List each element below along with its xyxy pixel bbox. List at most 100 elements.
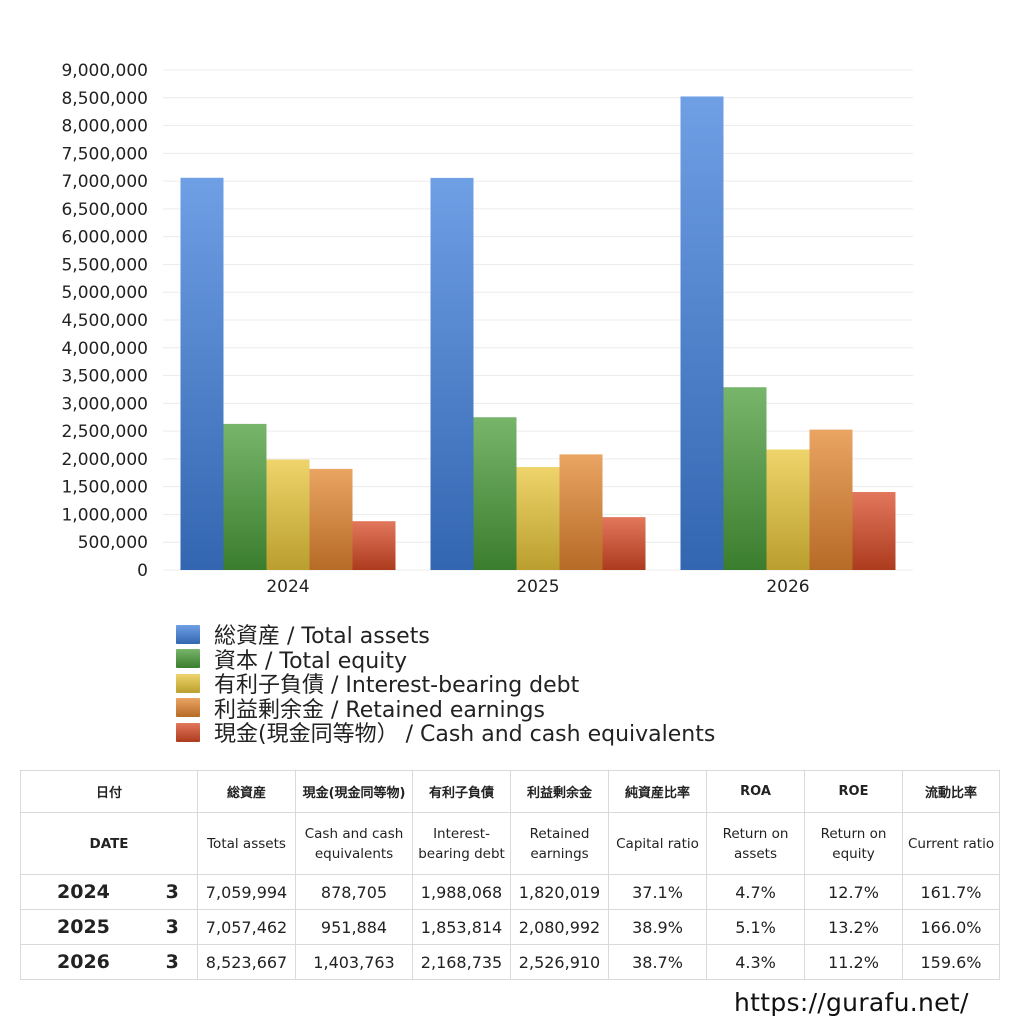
row-month: 3 (147, 874, 199, 910)
bar-2-3 (809, 429, 853, 570)
legend-label: 資本 / Total equity (214, 648, 407, 674)
y-tick-label: 8,500,000 (61, 89, 148, 109)
bar-0-2 (266, 459, 310, 570)
col-header-total-assets-jp: 総資産 (197, 770, 297, 813)
bar-2-1 (723, 387, 767, 570)
legend-item: 有利子負債 / Interest-bearing debt (176, 671, 715, 698)
cell-retained: 2,080,992 (510, 909, 610, 945)
legend-item: 利益剰余金 / Retained earnings (176, 696, 715, 723)
cell-debt: 1,988,068 (412, 874, 512, 910)
cell-capital-ratio: 38.7% (608, 944, 708, 980)
col-header-date-en: DATE (19, 812, 199, 875)
y-tick-label: 500,000 (78, 533, 148, 553)
legend-label: 総資産 / Total assets (214, 624, 430, 650)
col-header-total-assets-en: Total assets (197, 812, 297, 875)
row-month: 3 (147, 909, 199, 945)
legend-item: 資本 / Total equity (176, 647, 715, 674)
cell-total-assets: 7,057,462 (197, 909, 297, 945)
legend-item: 現金(現金同等物） / Cash and cash equivalents (176, 720, 715, 747)
col-header-roe-en: Return on equity (804, 812, 904, 875)
y-tick-label: 9,000,000 (61, 61, 148, 81)
row-month: 3 (147, 944, 199, 980)
cell-roa: 4.3% (706, 944, 806, 980)
cell-current-ratio: 161.7% (902, 874, 1001, 910)
table-header-en-row: DATE Total assets Cash and cash equivale… (19, 812, 1001, 875)
y-tick-label: 3,000,000 (61, 394, 148, 414)
table-row: 2026 3 8,523,667 1,403,763 2,168,735 2,5… (20, 944, 1001, 980)
cell-capital-ratio: 37.1% (608, 874, 708, 910)
x-category-label: 2025 (516, 577, 559, 597)
cell-roa: 4.7% (706, 874, 806, 910)
cell-current-ratio: 166.0% (902, 909, 1001, 945)
cell-roe: 11.2% (804, 944, 904, 980)
legend-label: 利益剰余金 / Retained earnings (214, 697, 545, 723)
legend-swatch (176, 649, 200, 669)
cell-cash: 1,403,763 (295, 944, 414, 980)
cell-roe: 13.2% (804, 909, 904, 945)
bar-1-2 (516, 467, 560, 570)
cell-retained: 1,820,019 (510, 874, 610, 910)
row-year: 2024 (20, 874, 148, 910)
legend-swatch (176, 624, 200, 644)
col-header-roa-en: Return on assets (706, 812, 806, 875)
cell-capital-ratio: 38.9% (608, 909, 708, 945)
y-tick-label: 2,500,000 (61, 422, 148, 442)
bar-2-2 (766, 449, 810, 570)
cell-debt: 2,168,735 (412, 944, 512, 980)
cell-roe: 12.7% (804, 874, 904, 910)
col-header-roa-jp: ROA (706, 770, 806, 813)
cell-total-assets: 8,523,667 (197, 944, 297, 980)
legend-swatch (176, 673, 200, 693)
legend-swatch (176, 698, 200, 718)
bar-2-4 (852, 492, 896, 570)
legend-item: 総資産 / Total assets (176, 622, 715, 649)
bar-2-0 (680, 96, 724, 570)
financial-data-table: 日付 総資産 現金(現金同等物) 有利子負債 利益剰余金 純資産比率 ROA R… (19, 770, 1001, 980)
legend-label: 有利子負債 / Interest-bearing debt (214, 673, 580, 699)
y-tick-label: 4,000,000 (61, 339, 148, 359)
y-tick-label: 7,000,000 (61, 172, 148, 192)
col-header-capital-ratio-jp: 純資産比率 (608, 770, 708, 813)
y-tick-label: 4,500,000 (61, 311, 148, 331)
y-tick-label: 5,500,000 (61, 255, 148, 275)
bar-0-4 (352, 521, 396, 570)
cell-cash: 951,884 (295, 909, 414, 945)
y-tick-label: 6,500,000 (61, 200, 148, 220)
col-header-retained-en: Retained earnings (510, 812, 610, 875)
row-year: 2026 (20, 944, 148, 980)
cell-current-ratio: 159.6% (902, 944, 1001, 980)
col-header-roe-jp: ROE (804, 770, 904, 813)
y-tick-label: 0 (137, 561, 148, 581)
table-row: 2024 3 7,059,994 878,705 1,988,068 1,820… (20, 874, 1001, 910)
cell-roa: 5.1% (706, 909, 806, 945)
bar-1-3 (559, 454, 603, 570)
y-tick-label: 3,500,000 (61, 367, 148, 387)
cell-debt: 1,853,814 (412, 909, 512, 945)
bar-0-0 (180, 177, 224, 570)
bar-0-1 (223, 423, 267, 570)
col-header-retained-jp: 利益剰余金 (510, 770, 610, 813)
y-tick-label: 7,500,000 (61, 144, 148, 164)
col-header-current-ratio-jp: 流動比率 (902, 770, 1001, 813)
y-tick-label: 1,500,000 (61, 478, 148, 498)
x-category-label: 2024 (266, 577, 309, 597)
col-header-current-ratio-en: Current ratio (902, 812, 1001, 875)
bar-1-1 (473, 417, 517, 570)
y-tick-label: 1,000,000 (61, 505, 148, 525)
col-header-capital-ratio-en: Capital ratio (608, 812, 708, 875)
legend-swatch (176, 722, 200, 742)
cell-cash: 878,705 (295, 874, 414, 910)
y-tick-label: 2,000,000 (61, 450, 148, 470)
cell-retained: 2,526,910 (510, 944, 610, 980)
y-tick-label: 5,000,000 (61, 283, 148, 303)
cell-total-assets: 7,059,994 (197, 874, 297, 910)
col-header-cash-en: Cash and cash equivalents (295, 812, 414, 875)
bar-1-0 (430, 177, 474, 571)
bar-1-4 (602, 517, 646, 570)
col-header-cash-jp: 現金(現金同等物) (295, 770, 414, 813)
y-tick-label: 6,000,000 (61, 228, 148, 248)
bar-chart: 0 500,000 1,000,000 1,500,000 2,000,000 2,500… (61, 61, 913, 597)
site-url[interactable]: https://gurafu.net/ (734, 988, 969, 1017)
bar-0-3 (309, 468, 353, 570)
chart-legend: 総資産 / Total assets 資本 / Total equity 有利子負債… (176, 622, 715, 747)
